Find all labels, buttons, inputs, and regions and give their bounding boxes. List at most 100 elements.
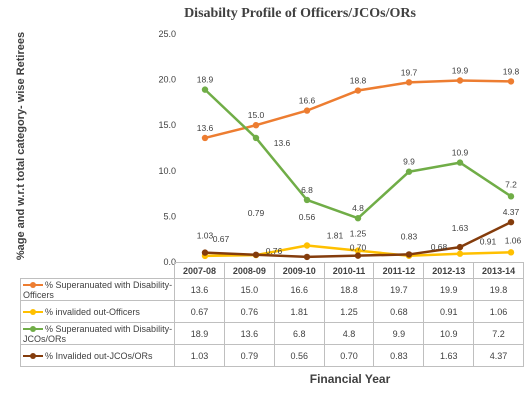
table-cell: 10.9 [423,322,475,345]
legend-key-icon [23,352,43,360]
legend-entry: % Superanuated with Disability-JCOs/ORs [19,322,176,345]
data-label: 4.8 [352,203,364,213]
data-label: 10.9 [452,148,469,158]
table-cell: 19.9 [423,278,475,301]
data-label: 18.9 [197,75,214,85]
table-cell: 1.81 [273,300,325,323]
x-tick-label: 2011-12 [373,262,425,279]
table-cell: 4.8 [323,322,375,345]
table-cell: 18.9 [174,322,225,345]
x-axis-label: Financial Year [309,372,391,386]
data-point [303,242,311,249]
table-cell: 18.8 [323,278,375,301]
data-label: 0.68 [431,242,448,252]
data-label: 7.2 [505,179,517,189]
data-label: 1.06 [505,235,522,245]
table-cell: 0.70 [323,344,375,367]
data-point [252,122,260,129]
legend-label: % Superanuated with Disability-Officers [23,279,173,300]
table-cell: 15.0 [223,278,275,301]
data-label: 13.6 [197,123,214,133]
table-cell: 13.6 [174,278,225,301]
data-point [201,134,209,142]
x-tick-label: 2013-14 [473,262,524,279]
data-point [252,251,260,258]
data-label: 0.83 [401,231,418,241]
data-point [405,168,413,175]
data-point [507,218,515,226]
table-cell: 1.25 [323,300,375,323]
data-table-row: % Superanuated with Disability-Officers … [19,278,524,301]
table-cell: 1.06 [473,300,524,323]
table-cell: 0.91 [423,300,475,323]
data-label: 18.8 [350,76,367,86]
data-table-row: % Invalided out-JCOs/ORs 1.03 0.79 0.56 … [19,344,524,367]
data-point [354,87,362,94]
data-point [252,134,260,142]
data-point [303,107,311,114]
legend-label: % Invalided out-JCOs/ORs [45,350,153,361]
data-label: 0.91 [480,237,497,247]
data-point [201,86,209,93]
data-label: 0.76 [266,246,283,256]
table-cell: 0.67 [174,300,225,323]
table-cell: 9.9 [373,322,425,345]
data-label: 4.37 [503,207,520,217]
table-cell: 13.6 [223,322,275,345]
y-tick-label: 0.0 [163,257,176,267]
y-tick-label: 5.0 [163,211,176,221]
data-label: 0.79 [248,208,265,218]
data-point [303,196,311,204]
data-point [507,193,515,200]
chart-title: Disabilty Profile of Officers/JCOs/ORs [184,6,416,21]
data-point [507,78,515,85]
data-label: 1.03 [197,231,214,241]
data-point [354,215,362,222]
table-cell: 19.8 [473,278,524,301]
y-tick-label: 25.0 [158,29,176,39]
data-label: 9.9 [403,157,415,167]
data-label: 15.0 [248,110,265,120]
data-point [201,249,209,256]
data-table-header-row: 2007-08 2008-09 2009-10 2010-11 2011-12 … [20,262,524,279]
x-tick-label: 2008-09 [223,262,275,279]
table-cell: 19.7 [373,278,425,301]
data-table-corner [20,262,176,279]
data-label: 1.25 [350,229,367,239]
data-label: 1.63 [452,223,469,233]
legend-key-icon [23,308,43,316]
legend-entry: % Invalided out-JCOs/ORs [19,344,176,367]
legend-entry: % invalided out-Officers [19,300,176,323]
data-point [456,250,464,257]
data-table-row: % invalided out-Officers 0.67 0.76 1.81 … [19,300,524,323]
data-label: 0.67 [213,234,230,244]
y-tick-label: 10.0 [158,166,176,176]
legend-entry: % Superanuated with Disability-Officers [19,278,176,301]
x-tick-label: 2012-13 [423,262,475,279]
data-label: 0.56 [299,212,316,222]
data-table-row: % Superanuated with Disability-JCOs/ORs … [19,322,524,345]
data-point [303,253,311,261]
data-point [354,247,362,254]
table-cell: 6.8 [273,322,325,345]
table-cell: 0.83 [373,344,425,367]
legend-key-icon [23,325,43,333]
data-label: 6.8 [301,185,313,195]
data-label: 19.8 [503,66,520,76]
table-cell: 0.56 [273,344,325,367]
table-cell: 0.76 [223,300,275,323]
table-cell: 7.2 [473,322,524,345]
data-point [456,159,464,166]
data-point [456,243,464,251]
table-cell: 1.63 [423,344,475,367]
data-label: 0.70 [350,243,367,253]
data-label: 16.6 [299,96,316,106]
y-tick-label: 15.0 [158,120,176,130]
data-point [456,77,464,84]
table-cell: 0.79 [223,344,275,367]
x-tick-label: 2009-10 [273,262,325,279]
data-point [354,252,362,259]
legend-label: % invalided out-Officers [45,306,140,317]
table-cell: 0.68 [373,300,425,323]
